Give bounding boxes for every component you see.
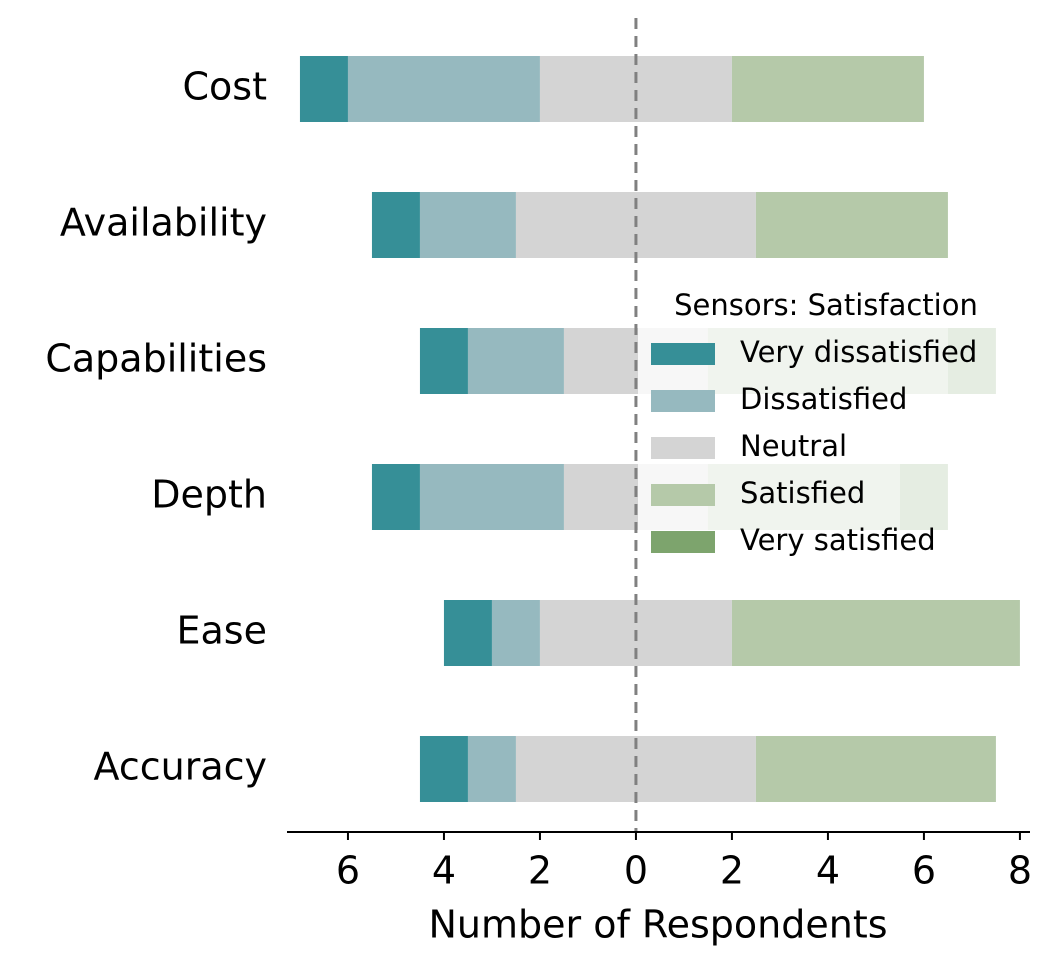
legend-label: Satisfied — [740, 476, 865, 510]
bar-segment — [419, 328, 468, 394]
legend-label: Very dissatisfied — [740, 335, 977, 369]
legend-swatch — [651, 437, 715, 459]
bar-segment — [467, 328, 564, 394]
x-axis-label: Number of Respondents — [428, 903, 887, 947]
bar-segment — [755, 736, 996, 802]
bar-segment — [347, 56, 540, 122]
bar-segment — [491, 600, 540, 666]
bar-segment — [419, 192, 516, 258]
y-tick-label: Depth — [151, 473, 267, 517]
legend-title: Sensors: Satisfaction — [674, 288, 978, 322]
y-tick-label: Availability — [60, 201, 267, 245]
legend-swatch — [651, 484, 715, 506]
x-tick-label: 8 — [1008, 849, 1032, 893]
legend: Sensors: Satisfaction Very dissatisfied Di… — [638, 285, 1010, 567]
x-tick-label: 6 — [336, 849, 360, 893]
bar-segment — [443, 600, 492, 666]
bar-segment — [419, 736, 468, 802]
bar-segment — [371, 464, 420, 530]
x-tick-label: 2 — [528, 849, 552, 893]
x-tick-label: 0 — [624, 849, 648, 893]
legend-background — [638, 285, 1010, 567]
y-tick-label: Ease — [177, 609, 267, 653]
x-tick-label: 2 — [720, 849, 744, 893]
bar-segment — [731, 600, 1020, 666]
bar-segment — [299, 56, 348, 122]
y-tick-label: Capabilities — [45, 337, 267, 381]
legend-swatch — [651, 343, 715, 365]
bar-segment — [419, 464, 564, 530]
bar-segment — [467, 736, 516, 802]
x-tick-label: 4 — [432, 849, 456, 893]
legend-swatch — [651, 390, 715, 412]
bar-segment — [731, 56, 924, 122]
x-tick-label: 6 — [912, 849, 936, 893]
legend-label: Neutral — [740, 429, 847, 463]
legend-label: Dissatisfied — [740, 382, 907, 416]
y-tick-label: Accuracy — [94, 745, 268, 789]
x-tick-label: 4 — [816, 849, 840, 893]
legend-label: Very satisfied — [740, 523, 936, 557]
bar-segment — [755, 192, 948, 258]
bar-segment — [371, 192, 420, 258]
y-tick-label: Cost — [183, 65, 267, 109]
legend-swatch — [651, 531, 715, 553]
